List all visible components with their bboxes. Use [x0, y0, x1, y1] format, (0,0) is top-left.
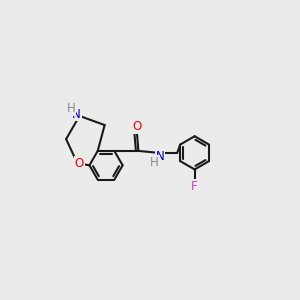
Text: O: O	[132, 120, 141, 133]
Text: F: F	[191, 180, 198, 193]
Text: O: O	[75, 157, 84, 170]
Text: N: N	[72, 107, 81, 121]
Text: H: H	[67, 102, 76, 115]
Text: H: H	[150, 155, 159, 169]
Text: N: N	[156, 150, 164, 163]
